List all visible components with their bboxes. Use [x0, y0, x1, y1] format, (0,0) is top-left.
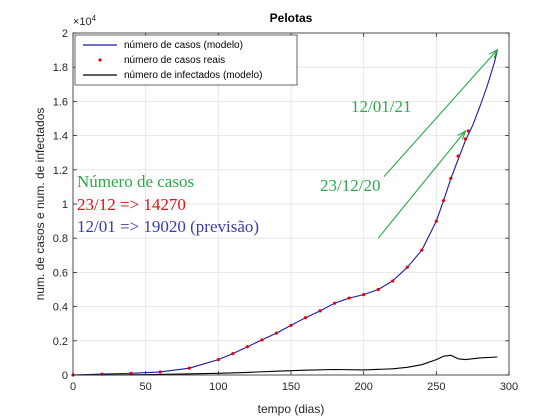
data-point: [158, 370, 162, 374]
data-point: [274, 331, 279, 335]
data-point: [456, 154, 460, 158]
x-tick-label: 150: [282, 381, 300, 393]
data-point: [347, 296, 351, 300]
data-point: [333, 301, 337, 305]
y-axis-label: num. de casos e num. de infectados: [33, 108, 47, 301]
data-point: [260, 338, 264, 342]
legend-label-model-cases: número de casos (modelo): [124, 40, 243, 51]
annotation-arrow-1: [377, 130, 466, 239]
x-tick-label: 100: [209, 381, 227, 393]
data-point: [405, 265, 409, 269]
data-point: [318, 309, 322, 313]
y-axis-exponent: ×104: [73, 14, 97, 28]
y-exponent-power: 4: [92, 14, 97, 23]
x-tick-label: 300: [500, 381, 518, 393]
data-point: [463, 137, 467, 141]
legend-label-model-infected: número de infectados (modelo): [124, 70, 262, 81]
arrows: [377, 48, 499, 239]
data-point: [391, 279, 395, 283]
data-point: [420, 248, 424, 252]
y-tick-label: 0.6: [53, 267, 68, 279]
y-tick-label: 1.2: [53, 165, 68, 177]
legend: número de casos (modelo) número de casos…: [74, 34, 298, 86]
legend-label-real-cases: número de casos reais: [124, 55, 225, 66]
chart-title: Pelotas: [270, 11, 313, 25]
data-point: [449, 176, 453, 180]
data-point: [434, 219, 438, 223]
y-tick-label: 0.4: [53, 302, 68, 314]
series-markers-1: [71, 129, 470, 377]
x-axis-label: tempo (dias): [258, 402, 325, 416]
data-point: [362, 293, 366, 297]
data-point: [129, 371, 133, 375]
data-point: [466, 129, 470, 133]
annotation-arrowhead-1: [457, 129, 467, 140]
data-point: [376, 287, 380, 292]
x-tick-label: 0: [70, 381, 76, 393]
y-exponent-base: ×10: [73, 16, 92, 28]
series-line-2: [72, 354, 498, 376]
x-tick-label: 250: [427, 381, 445, 393]
annotation-forecast-value: 12/01 => 19020 (previsão): [77, 217, 259, 236]
annotation-arrowhead-0: [489, 48, 499, 59]
data-point: [303, 316, 308, 320]
annotation-date-forecast: 12/01/21: [351, 97, 411, 116]
annotation-heading: Número de casos: [77, 172, 194, 191]
y-tick-label: 2: [62, 28, 68, 40]
x-tick-label: 200: [354, 381, 372, 393]
data-point: [289, 323, 293, 328]
data-point: [245, 345, 249, 349]
x-tick-label: 50: [140, 381, 152, 393]
annotation-actual-value: 23/12 => 14270: [77, 195, 186, 214]
legend-swatch-real-cases: [98, 58, 102, 62]
data-point: [442, 198, 446, 203]
y-tick-label: 1.8: [53, 62, 68, 74]
y-tick-label: 1.6: [53, 96, 68, 108]
y-tick-label: 1: [62, 199, 68, 211]
annotation-date-actual: 23/12/20: [320, 176, 380, 195]
y-tick-label: 1.4: [53, 131, 68, 143]
y-tick-label: 0: [62, 370, 68, 382]
annotation-arrow-0: [383, 49, 498, 178]
legend-box: [74, 34, 298, 86]
y-tick-label: 0.8: [53, 233, 68, 245]
data-point: [187, 366, 191, 370]
y-tick-label: 0.2: [53, 336, 68, 348]
data-point: [231, 352, 235, 356]
data-point: [216, 358, 220, 362]
series-layer: [71, 49, 498, 377]
